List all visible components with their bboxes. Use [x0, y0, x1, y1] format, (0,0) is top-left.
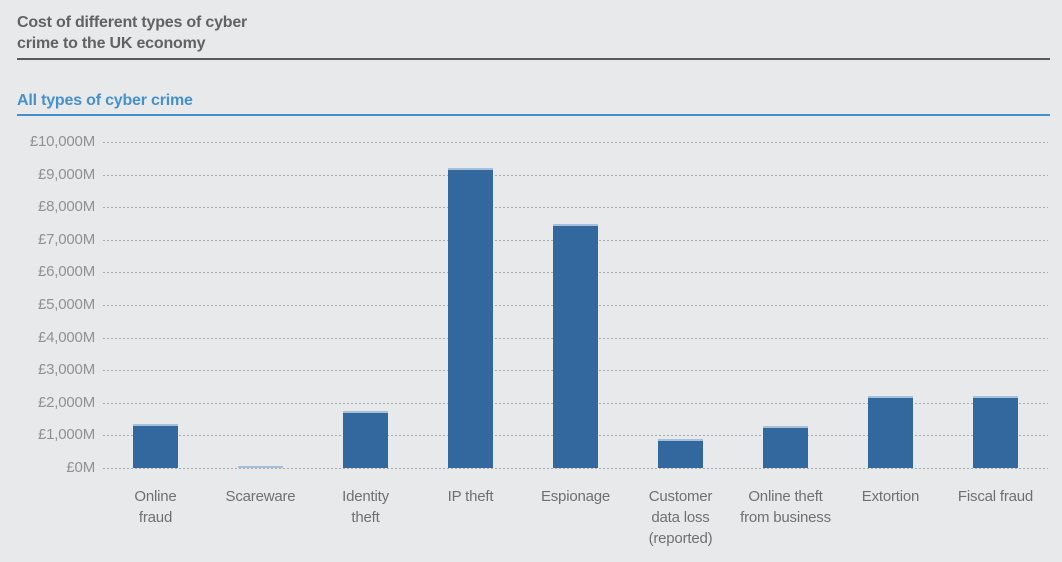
gridline-0: [103, 468, 1048, 469]
x-tick-label-ip-theft: IP theft: [447, 488, 494, 505]
y-tick-label-2000: £2,000M: [38, 393, 95, 411]
chart-title: Cost of different types of cyber crime t…: [17, 14, 248, 52]
bar-online-fraud: [133, 424, 178, 468]
y-tick-label-4000: £4,000M: [38, 328, 95, 346]
bar-column-customer-data-loss-reported: [628, 142, 733, 468]
bar-column-fiscal-fraud: [943, 142, 1048, 468]
bar-identity-theft: [343, 410, 388, 468]
bar-column-scareware: [208, 142, 313, 468]
y-tick-label-1000: £1,000M: [38, 426, 95, 444]
bar-customer-data-loss-reported: [658, 438, 703, 468]
section-label: All types of cyber crime: [17, 92, 193, 109]
bar-column-identity-theft: [313, 142, 418, 468]
plot-area: [103, 142, 1048, 469]
x-axis: Online fraud Scareware Identity theft IP th…: [103, 486, 1048, 549]
bar-column-espionage: [523, 142, 628, 468]
y-tick-label-10000: £10,000M: [29, 133, 95, 150]
bar-column-ip-theft: [418, 142, 523, 468]
bar-column-online-theft-from-business: [733, 142, 838, 468]
x-tick-label-espionage: Espionage: [540, 488, 611, 505]
bar-online-theft-from-business: [763, 425, 808, 468]
bar-ip-theft: [448, 168, 493, 468]
bar-column-extortion: [838, 142, 943, 468]
x-tick-label-scareware: Scareware: [225, 488, 296, 505]
x-tick-label-fiscal-fraud: Fiscal fraud: [957, 488, 1034, 505]
gridline-10000: [103, 142, 1048, 143]
y-tick-label-0: £0M: [66, 459, 95, 476]
bar-fiscal-fraud: [973, 396, 1018, 468]
x-tick-label-online-fraud: Online fraud: [134, 488, 177, 526]
y-tick-label-7000: £7,000M: [38, 230, 95, 248]
y-tick-label-6000: £6,000M: [38, 263, 95, 281]
x-tick-label-identity-theft: Identity theft: [342, 488, 389, 526]
gridline-9000: [103, 174, 1048, 176]
bar-espionage: [553, 223, 598, 468]
x-tick-label-customer-data-loss-reported: Customer data loss (reported): [648, 488, 713, 547]
y-tick-label-9000: £9,000M: [38, 165, 95, 183]
x-tick-label-online-theft-from-business: Online theft from business: [740, 488, 831, 526]
y-axis: £0M £1,000M £2,000M £3,000M £4,000M £5,000M £6…: [0, 133, 95, 476]
bars: [103, 142, 1048, 468]
bar-column-online-fraud: [103, 142, 208, 468]
y-tick-label-5000: £5,000M: [38, 296, 95, 313]
x-tick-label-extortion: Extortion: [861, 488, 920, 505]
bar-scareware: [238, 466, 283, 468]
gridline-8000: [103, 207, 1048, 209]
bar-extortion: [868, 396, 913, 468]
section-rule: [17, 114, 1050, 116]
y-tick-label-3000: £3,000M: [38, 361, 95, 379]
y-tick-label-8000: £8,000M: [38, 198, 95, 216]
title-rule: [17, 58, 1050, 60]
